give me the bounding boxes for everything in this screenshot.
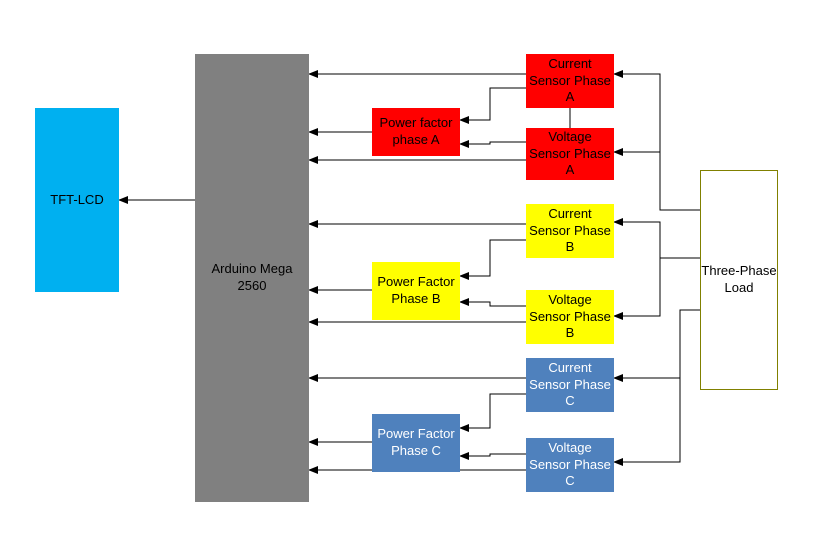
node-arduino: Arduino Mega 2560 (195, 54, 309, 502)
edge-11 (460, 142, 526, 144)
node-csB: Current Sensor Phase B (526, 204, 614, 258)
edge-19 (614, 222, 700, 258)
node-csA: Current Sensor Phase A (526, 54, 614, 108)
edge-21 (614, 310, 700, 378)
edge-15 (460, 454, 526, 456)
node-load: Three-Phase Load (700, 170, 778, 390)
edge-20 (614, 258, 660, 316)
node-pfA: Power factor phase A (372, 108, 460, 156)
edge-12 (460, 240, 526, 276)
node-vsA: Voltage Sensor Phase A (526, 128, 614, 180)
node-vsB: Voltage Sensor Phase B (526, 290, 614, 344)
node-vsC: Voltage Sensor Phase C (526, 438, 614, 492)
edge-13 (460, 302, 526, 306)
edge-22 (614, 378, 680, 462)
node-csC: Current Sensor Phase C (526, 358, 614, 412)
node-tft: TFT-LCD (35, 108, 119, 292)
edge-10 (460, 88, 526, 120)
node-pfC: Power Factor Phase C (372, 414, 460, 472)
edge-14 (460, 394, 526, 428)
node-pfB: Power Factor Phase B (372, 262, 460, 320)
edge-17 (614, 74, 700, 210)
